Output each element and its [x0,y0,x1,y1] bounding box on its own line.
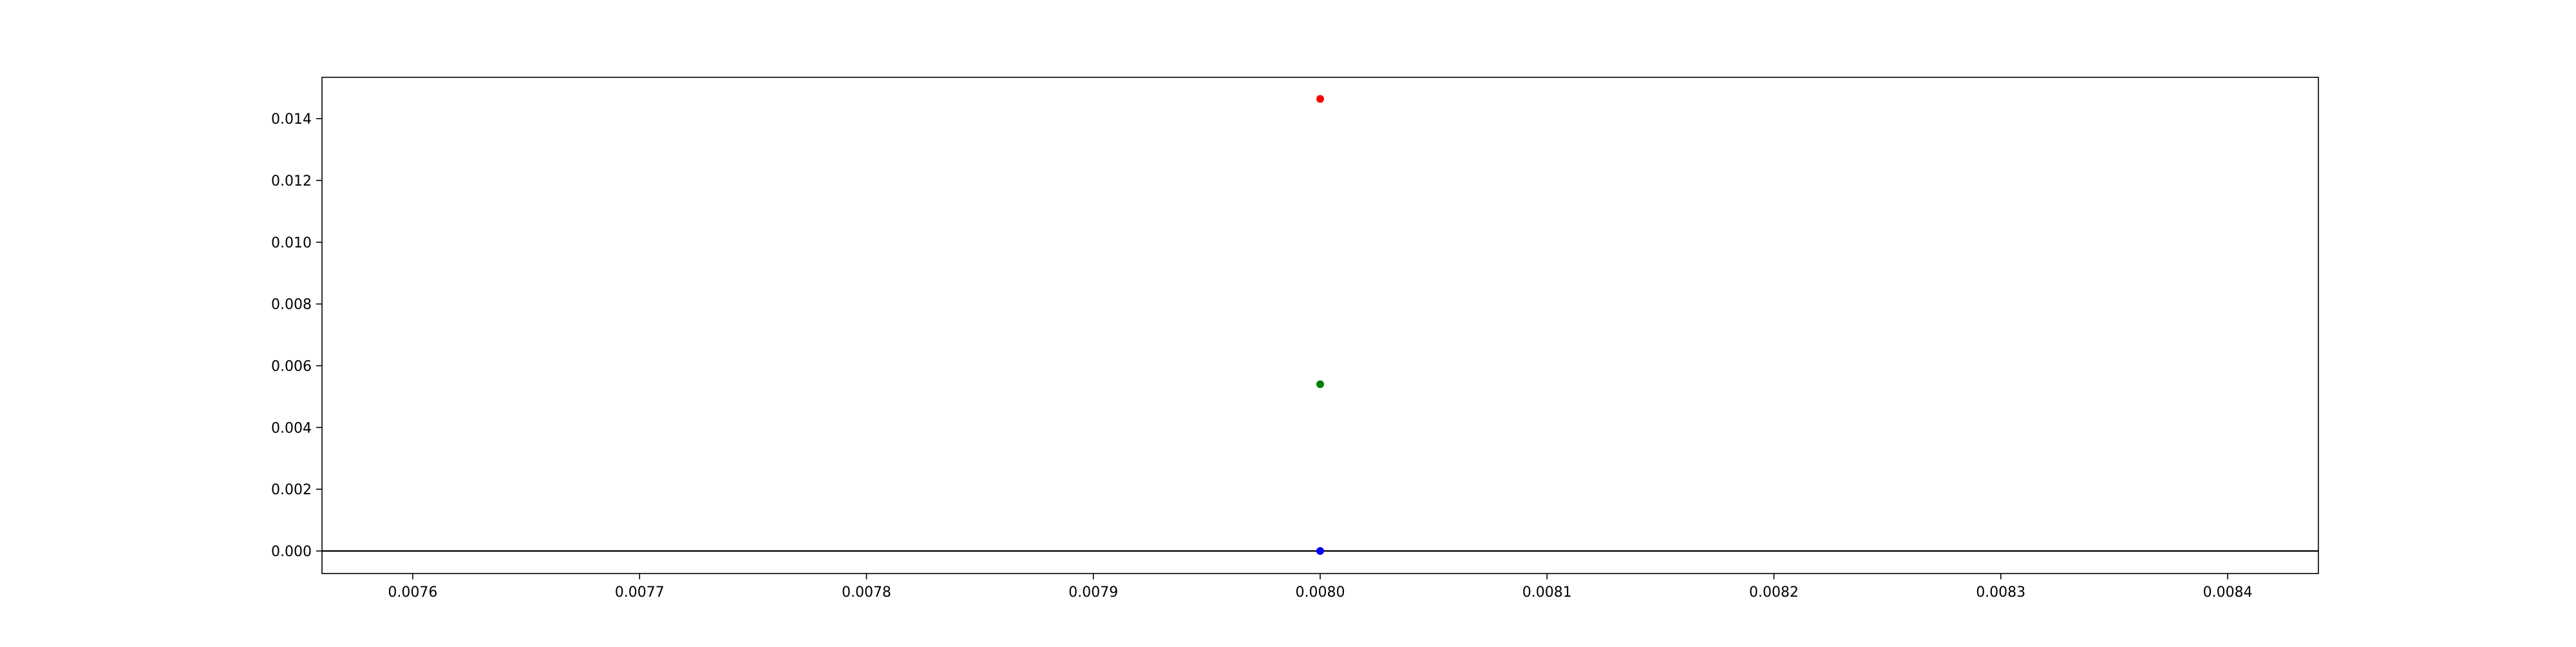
data-points [1316,95,1324,555]
data-point [1316,380,1324,389]
x-tick-label: 0.0084 [2203,584,2253,601]
x-tick-label: 0.0079 [1068,584,1118,601]
x-tick-label: 0.0078 [842,584,891,601]
x-tick-label: 0.0080 [1296,584,1345,601]
y-tick-label: 0.004 [271,420,312,436]
y-tick-label: 0.006 [271,359,312,375]
x-tick-label: 0.0081 [1522,584,1572,601]
x-tick-label: 0.0083 [1976,584,2025,601]
y-tick-label: 0.014 [271,111,312,128]
y-tick-label: 0.000 [271,544,312,560]
x-tick-label: 0.0077 [615,584,665,601]
x-tick-label: 0.0082 [1749,584,1799,601]
plot-area-frame [321,77,2319,574]
x-axis: 0.0076 0.0077 0.0078 0.0079 0.0080 0.0081 0.00… [388,574,2253,601]
y-tick-label: 0.008 [271,297,312,313]
data-point [1316,95,1324,103]
y-axis: 0.000 0.002 0.004 0.006 0.008 0.010 0.012 0.014 [271,111,322,560]
y-tick-label: 0.010 [271,235,312,251]
x-tick-label: 0.0076 [388,584,437,601]
y-tick-label: 0.012 [271,173,312,189]
data-point [1316,547,1324,555]
y-tick-label: 0.002 [271,482,312,498]
